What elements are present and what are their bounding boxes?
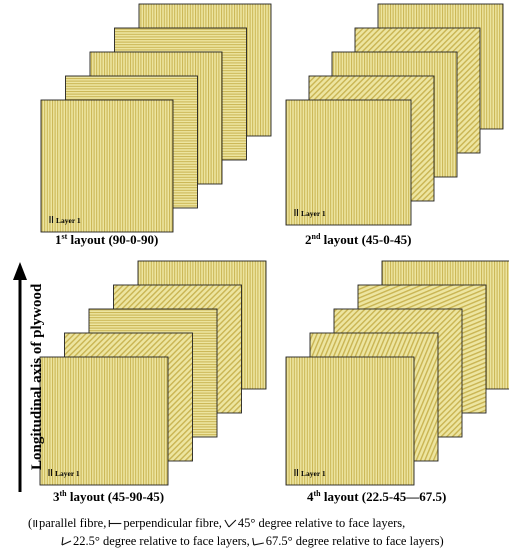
parallel-legend-icon — [33, 520, 38, 527]
layer-label: Layer 1 — [301, 469, 326, 478]
parallel-fibre-icon — [48, 469, 53, 476]
layer-label: Layer 1 — [301, 209, 326, 218]
deg67-legend-icon — [252, 537, 264, 546]
legend: ( parallel fibre, perpendicular fibre, 45… — [28, 516, 444, 548]
legend-text: 22.5° degree relative to face layers, — [73, 534, 250, 548]
deg22-legend-icon — [61, 536, 72, 546]
legend-text: perpendicular fibre, — [123, 516, 222, 530]
layout-caption: 4th layout (22.5-45—67.5) — [307, 489, 446, 504]
perpendicular-legend-icon — [108, 520, 122, 527]
layout-caption: 3th layout (45-90-45) — [53, 489, 164, 504]
axis-arrowhead-icon — [13, 262, 27, 280]
deg45-legend-icon — [224, 519, 237, 528]
layout-3-layer-1: Layer 1 — [39, 356, 169, 486]
parallel-fibre-icon — [49, 216, 54, 223]
layer-sheet — [39, 356, 169, 486]
legend-paren: ( — [28, 516, 32, 530]
layer-label: Layer 1 — [56, 216, 81, 225]
layout-1-layer-1: Layer 1 — [40, 99, 174, 233]
legend-text: parallel fibre, — [39, 516, 106, 530]
layer-sheet — [285, 99, 412, 226]
parallel-fibre-icon — [294, 469, 299, 476]
layer-sheet — [285, 356, 415, 486]
axis-label: Longitudinal axis of plywood — [29, 283, 45, 470]
layout-2-layer-1: Layer 1 — [285, 99, 412, 226]
layout-4-layer-1: Layer 1 — [285, 356, 415, 486]
legend-line-2: 22.5° degree relative to face layers, 67… — [61, 534, 444, 548]
legend-line-1: ( parallel fibre, perpendicular fibre, 45… — [28, 516, 405, 530]
parallel-fibre-icon — [294, 209, 299, 216]
layer-sheet — [40, 99, 174, 233]
layout-caption: 2nd layout (45-0-45) — [305, 232, 411, 247]
layer-label: Layer 1 — [55, 469, 80, 478]
longitudinal-axis: Longitudinal axis of plywood — [13, 262, 45, 492]
layout-caption: 1st layout (90-0-90) — [55, 232, 158, 247]
legend-text: 67.5° degree relative to face layers) — [266, 534, 444, 548]
legend-text: 45° degree relative to face layers, — [238, 516, 405, 530]
